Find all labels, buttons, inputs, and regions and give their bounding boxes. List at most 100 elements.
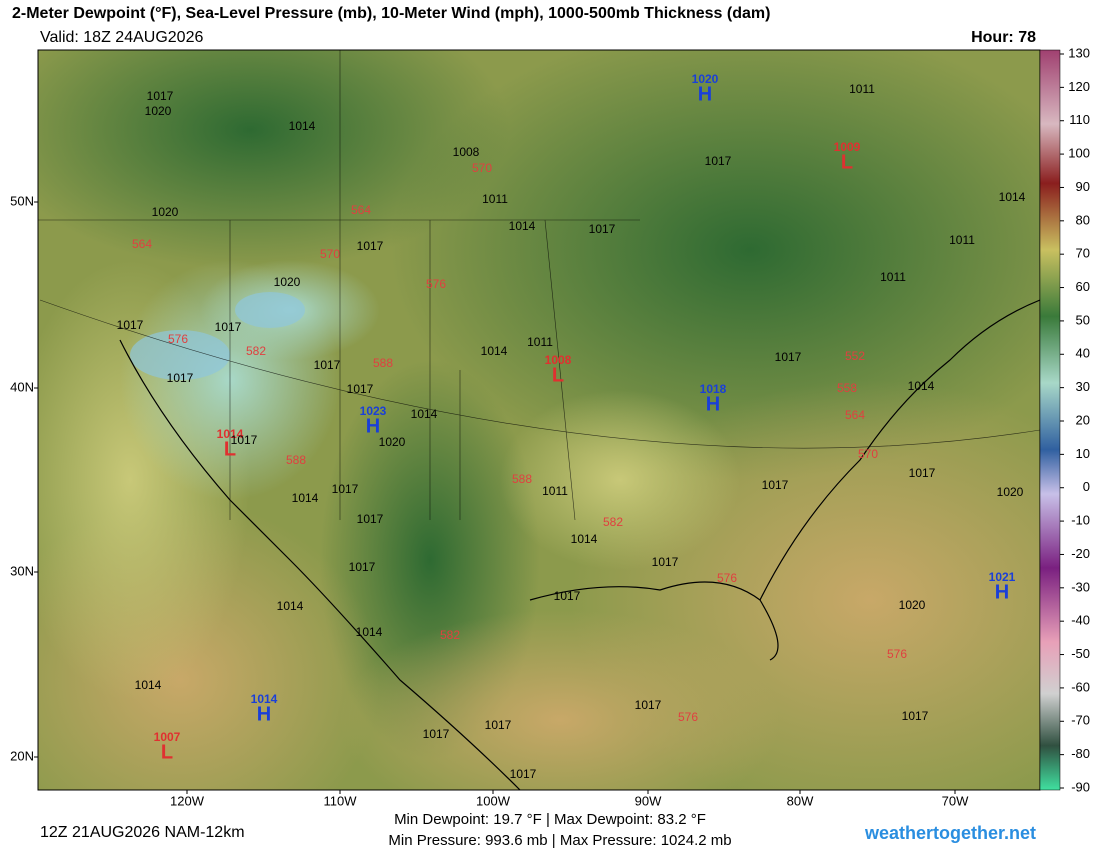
- lat-label: 50N: [10, 193, 34, 208]
- colorbar-tick-label: 70: [1076, 246, 1090, 261]
- colorbar-tick-label: -80: [1071, 746, 1090, 761]
- pressure-center-value: 1020: [692, 72, 719, 86]
- isobar-label: 1017: [902, 709, 929, 723]
- dewpoint-range: Min Dewpoint: 19.7 °F | Max Dewpoint: 83…: [394, 811, 706, 828]
- isobar-label: 1011: [542, 484, 568, 498]
- thickness-label: 588: [512, 472, 532, 486]
- colorbar-tick-label: -40: [1071, 613, 1090, 628]
- thickness-label: 564: [132, 237, 152, 251]
- colorbar-tick-label: 20: [1076, 412, 1090, 427]
- isobar-label: 1017: [762, 478, 789, 492]
- isobar-label: 1011: [527, 335, 553, 349]
- thickness-label: 576: [717, 571, 737, 585]
- colorbar-tick-label: 120: [1068, 79, 1090, 94]
- site-credit: weathertogether.net: [864, 823, 1036, 843]
- isobar-label: 1017: [332, 482, 359, 496]
- isobar-label: 1014: [277, 599, 304, 613]
- isobar-label: 1017: [705, 154, 732, 168]
- isobar-label: 1020: [379, 435, 406, 449]
- lon-label: 110W: [324, 793, 358, 808]
- lat-label: 20N: [10, 748, 34, 763]
- thickness-label: 570: [320, 247, 340, 261]
- isobar-label: 1017: [357, 239, 384, 253]
- colorbar-tick-label: 130: [1068, 45, 1090, 60]
- thickness-label: 588: [286, 453, 306, 467]
- isobar-label: 1020: [152, 205, 179, 219]
- pressure-center-letter: L: [552, 364, 564, 386]
- lon-label: 90W: [635, 793, 662, 808]
- isobar-label: 1014: [999, 190, 1026, 204]
- pressure-center-letter: L: [841, 151, 853, 173]
- pressure-center-letter: H: [995, 581, 1009, 603]
- thickness-label: 558: [837, 381, 857, 395]
- colorbar: [1039, 49, 1061, 791]
- colorbar-tick-label: -70: [1071, 713, 1090, 728]
- pressure-center-value: 1014: [217, 427, 244, 441]
- isobar-label: 1017: [147, 89, 174, 103]
- valid-time: Valid: 18Z 24AUG2026: [40, 29, 203, 46]
- isobar-label: 1017: [423, 727, 450, 741]
- pressure-center-value: 1023: [360, 404, 387, 418]
- colorbar-tick-label: 100: [1068, 146, 1090, 161]
- colorbar-tick-label: -10: [1071, 513, 1090, 528]
- pressure-range: Min Pressure: 993.6 mb | Max Pressure: 1…: [388, 832, 731, 849]
- lon-label: 70W: [942, 793, 969, 808]
- thickness-label: 576: [678, 710, 698, 724]
- lon-label: 120W: [170, 793, 205, 808]
- colorbar-tick-label: 30: [1076, 379, 1090, 394]
- pressure-center-value: 1008: [545, 353, 572, 367]
- isobar-label: 1014: [571, 532, 598, 546]
- pressure-center-value: 1007: [154, 730, 181, 744]
- isobar-label: 1017: [554, 589, 581, 603]
- colorbar-tick-label: -90: [1071, 779, 1090, 794]
- isobar-label: 1017: [231, 433, 258, 447]
- thickness-label: 576: [168, 332, 188, 346]
- thickness-label: 576: [426, 277, 446, 291]
- pressure-center-letter: L: [161, 741, 173, 763]
- isobar-label: 1008: [453, 145, 480, 159]
- forecast-hour: Hour: 78: [971, 29, 1036, 46]
- thickness-label: 576: [887, 647, 907, 661]
- colorbar-tick-label: -50: [1071, 646, 1090, 661]
- isobar-label: 1017: [117, 318, 144, 332]
- model-run: 12Z 21AUG2026 NAM-12km: [40, 824, 245, 841]
- isobar-label: 1017: [167, 371, 194, 385]
- isobar-label: 1017: [485, 718, 512, 732]
- isobar-label: 1017: [510, 767, 537, 781]
- colorbar-tick-label: -20: [1071, 546, 1090, 561]
- isobar-label: 1014: [135, 678, 162, 692]
- isobar-label: 1011: [849, 82, 875, 96]
- pressure-center-letter: H: [698, 83, 712, 105]
- lon-label: 80W: [787, 793, 814, 808]
- lon-label: 100W: [476, 793, 511, 808]
- pressure-center-letter: H: [366, 415, 380, 437]
- pressure-center-letter: H: [706, 393, 720, 415]
- colorbar-tick-label: 80: [1076, 212, 1090, 227]
- thickness-label: 588: [373, 356, 393, 370]
- title: 2-Meter Dewpoint (°F), Sea-Level Pressur…: [12, 5, 770, 22]
- isobar-label: 1011: [880, 270, 906, 284]
- isobar-label: 1017: [347, 382, 374, 396]
- pressure-center-value: 1021: [989, 570, 1016, 584]
- isobar-label: 1017: [349, 560, 376, 574]
- thickness-label: 582: [603, 515, 623, 529]
- isobar-label: 1017: [652, 555, 679, 569]
- lat-label: 40N: [10, 379, 34, 394]
- isobar-label: 1014: [292, 491, 319, 505]
- colorbar-tick-label: 60: [1076, 279, 1090, 294]
- isobar-label: 1011: [482, 192, 508, 206]
- thickness-label: 570: [858, 447, 878, 461]
- colorbar-tick-label: 10: [1076, 446, 1090, 461]
- thickness-label: 582: [246, 344, 266, 358]
- thickness-label: 582: [440, 628, 460, 642]
- colorbar-tick-label: -60: [1071, 679, 1090, 694]
- colorbar-tick-label: 110: [1069, 112, 1090, 127]
- colorbar-tick-label: 50: [1076, 312, 1090, 327]
- thickness-label: 564: [845, 408, 865, 422]
- colorbar-tick-label: 90: [1076, 179, 1090, 194]
- isobar-label: 1017: [775, 350, 802, 364]
- thickness-label: 552: [845, 349, 865, 363]
- isobar-label: 1017: [589, 222, 616, 236]
